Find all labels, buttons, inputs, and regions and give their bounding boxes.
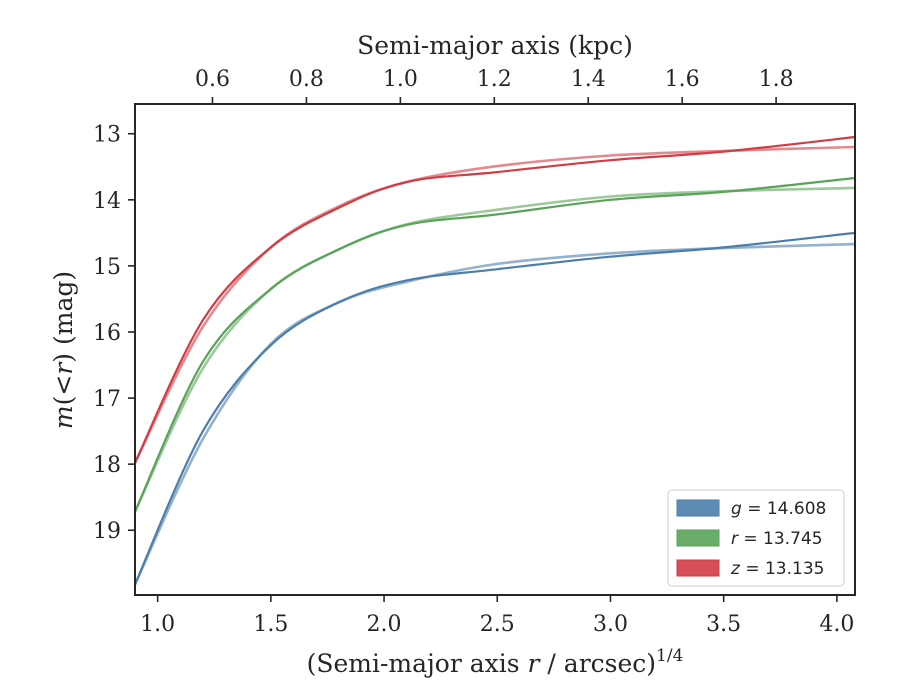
legend-label-r: r = 13.745 (731, 529, 823, 549)
y-axis-ticks: 13 14 15 16 17 18 19 (93, 123, 135, 544)
top-axis-title: Semi-major axis (kpc) (357, 31, 633, 60)
y-tick-label: 17 (93, 387, 121, 412)
legend-label-z: z = 13.135 (730, 559, 824, 579)
series-curves (135, 135, 855, 586)
x-tick-label: 3.5 (706, 612, 741, 637)
y-tick-label: 18 (93, 453, 121, 478)
y-axis-title: m(<r) (mag) (49, 271, 78, 429)
top-tick-label: 0.6 (195, 67, 230, 92)
y-tick-label: 14 (93, 189, 121, 214)
x-tick-label: 1.0 (140, 612, 175, 637)
y-tick-label: 15 (93, 255, 121, 280)
series-z-model-line (135, 145, 855, 465)
series-r-data-line (135, 176, 855, 513)
series-r-model-line (135, 186, 855, 513)
top-tick-label: 1.6 (665, 67, 700, 92)
top-tick-label: 1.4 (571, 67, 606, 92)
y-tick-label: 13 (93, 123, 121, 148)
top-tick-label: 1.0 (383, 67, 418, 92)
legend-label-g: g = 14.608 (731, 499, 826, 519)
y-tick-label: 16 (93, 321, 121, 346)
legend-swatch-g (676, 499, 720, 517)
x-tick-label: 3.0 (593, 612, 628, 637)
x-axis-title: (Semi-major axis r / arcsec)1/4 (307, 646, 684, 678)
top-tick-label: 0.8 (289, 67, 324, 92)
top-tick-label: 1.8 (759, 67, 794, 92)
x-axis-ticks: 1.0 1.5 2.0 2.5 3.0 3.5 4.0 (140, 595, 854, 637)
series-g-data-line (135, 231, 855, 586)
x-tick-label: 1.5 (253, 612, 288, 637)
series-z-data-line (135, 135, 855, 464)
legend-swatch-r (676, 529, 720, 547)
y-tick-label: 19 (93, 519, 121, 544)
legend: g = 14.608 r = 13.745 z = 13.135 (667, 489, 845, 587)
top-tick-label: 1.2 (477, 67, 512, 92)
x-tick-label: 2.0 (367, 612, 402, 637)
legend-entries: g = 14.608 r = 13.745 z = 13.135 (676, 499, 826, 579)
x-tick-label: 2.5 (480, 612, 515, 637)
legend-swatch-z (676, 559, 720, 577)
x-tick-label: 4.0 (819, 612, 854, 637)
top-axis-ticks: 0.6 0.8 1.0 1.2 1.4 1.6 1.8 (195, 67, 794, 104)
